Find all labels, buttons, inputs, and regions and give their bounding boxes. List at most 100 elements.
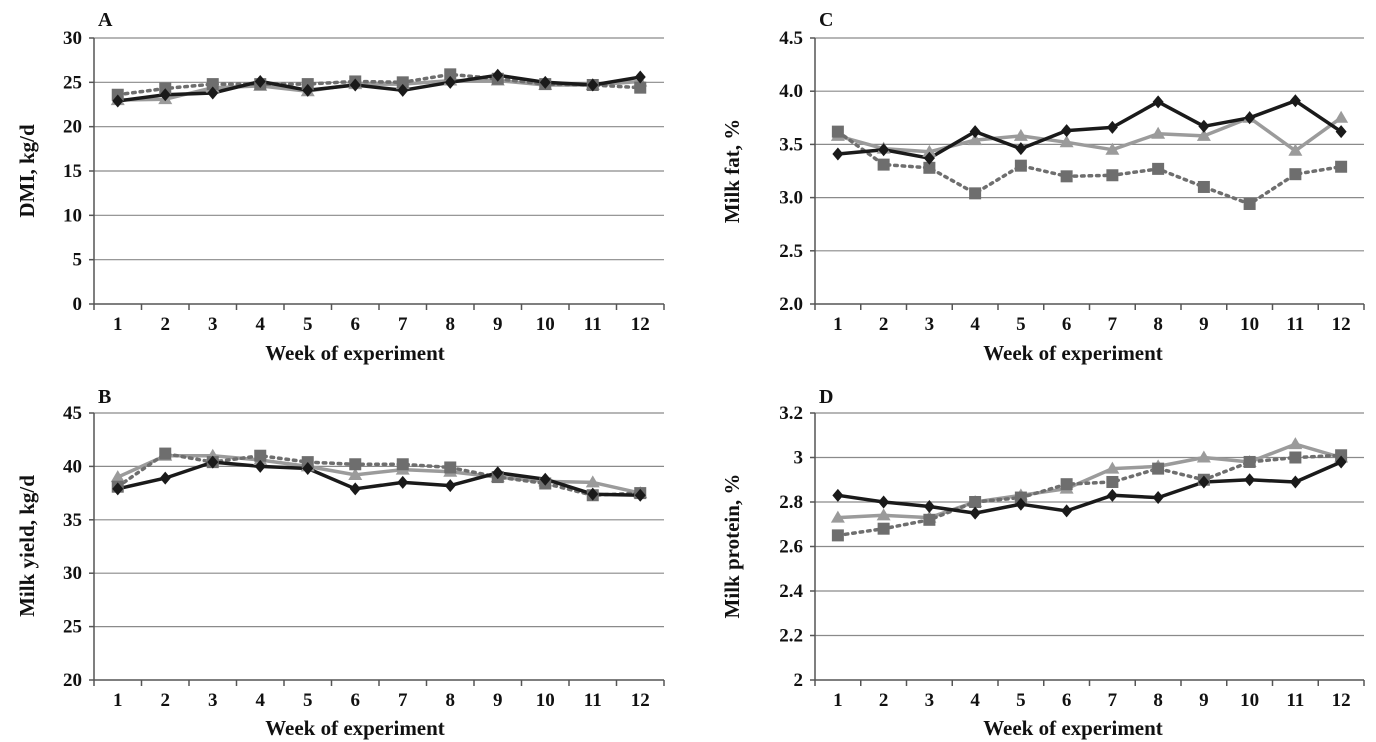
data-point-solid-lightgray-triangle: [1334, 110, 1349, 123]
x-tick-label: 2: [879, 314, 889, 335]
series-line-solid-black-diamond: [837, 99, 1343, 160]
y-tick-label: 40: [63, 456, 82, 477]
series-line-solid-black-diamond: [117, 73, 641, 103]
y-tick-label: 3: [794, 448, 804, 469]
data-point-dotted-gray-square: [1014, 159, 1027, 172]
x-tick-label: 7: [1108, 314, 1118, 335]
x-tick-label: 11: [1286, 314, 1304, 335]
data-point-solid-lightgray-triangle: [968, 133, 983, 146]
x-tick-label: 6: [1062, 314, 1072, 335]
x-tick-label: 12: [1332, 314, 1351, 335]
data-point-dotted-gray-square: [1289, 168, 1302, 181]
y-tick-label: 2.5: [779, 241, 803, 262]
x-tick-label: 1: [113, 314, 123, 335]
data-point-dotted-gray-square: [831, 529, 844, 542]
data-point-solid-lightgray-triangle: [348, 467, 363, 480]
data-point-solid-lightgray-triangle: [1196, 450, 1211, 463]
x-tick-label: 2: [879, 690, 889, 711]
data-point-dotted-gray-square: [1014, 491, 1027, 504]
y-tick-label: 20: [63, 670, 82, 691]
panel-label: B: [98, 386, 111, 408]
x-tick-label: 4: [256, 314, 266, 335]
data-point-solid-lightgray-triangle: [1288, 437, 1303, 450]
data-point-solid-lightgray-triangle: [876, 508, 891, 521]
x-tick-label: 8: [446, 690, 456, 711]
data-point-solid-black-diamond: [1335, 455, 1347, 469]
y-tick-label: 4.0: [779, 81, 803, 102]
x-tick-label: 10: [1240, 314, 1259, 335]
x-tick-label: 5: [1016, 314, 1026, 335]
data-point-solid-black-diamond: [1106, 488, 1118, 502]
data-point-solid-black-diamond: [1015, 142, 1027, 156]
y-tick-label: 2.6: [779, 537, 803, 558]
x-tick-label: 7: [1108, 690, 1118, 711]
x-axis-title: Week of experiment: [265, 716, 445, 740]
y-axis-title: DMI, kg/d: [15, 124, 39, 218]
x-tick-label: 1: [113, 690, 123, 711]
data-point-solid-black-diamond: [1152, 491, 1164, 505]
x-tick-label: 4: [256, 690, 266, 711]
data-point-dotted-gray-square: [1152, 162, 1165, 175]
y-tick-label: 2.4: [779, 581, 803, 602]
x-tick-label: 8: [1153, 314, 1163, 335]
data-point-solid-black-diamond: [832, 488, 844, 502]
panel-label: A: [98, 9, 113, 31]
data-point-solid-lightgray-triangle: [1105, 461, 1120, 474]
data-point-solid-black-diamond: [492, 68, 504, 82]
data-point-solid-lightgray-triangle: [1288, 143, 1303, 156]
y-tick-label: 2.0: [779, 294, 803, 315]
data-point-dotted-gray-square: [1335, 160, 1348, 173]
x-tick-label: 12: [631, 690, 650, 711]
x-tick-label: 8: [446, 314, 456, 335]
x-tick-label: 10: [1240, 690, 1259, 711]
y-tick-label: 2.8: [779, 492, 803, 513]
data-point-solid-black-diamond: [634, 488, 646, 502]
x-tick-label: 3: [208, 314, 218, 335]
panel-label: C: [819, 9, 833, 31]
x-tick-label: 1: [833, 314, 843, 335]
series-line-dotted-gray-square: [116, 451, 643, 497]
data-point-dotted-gray-square: [396, 76, 409, 89]
y-tick-label: 30: [63, 563, 82, 584]
x-tick-label: 3: [208, 690, 218, 711]
x-tick-label: 4: [970, 314, 980, 335]
data-point-solid-black-diamond: [207, 86, 219, 100]
data-point-solid-black-diamond: [159, 88, 171, 102]
data-point-solid-black-diamond: [832, 147, 844, 161]
data-point-dotted-gray-square: [1289, 451, 1302, 464]
x-tick-label: 9: [1199, 314, 1209, 335]
x-tick-label: 11: [584, 314, 602, 335]
data-point-solid-black-diamond: [969, 125, 981, 139]
y-tick-label: 45: [63, 403, 82, 424]
series-line-solid-black-diamond: [117, 460, 641, 497]
data-point-solid-lightgray-triangle: [110, 470, 125, 483]
x-tick-label: 8: [1153, 690, 1163, 711]
y-tick-label: 35: [63, 510, 82, 531]
y-tick-label: 25: [63, 617, 82, 638]
data-point-dotted-gray-square: [969, 496, 982, 508]
x-tick-label: 9: [493, 690, 503, 711]
y-tick-label: 2.2: [779, 626, 803, 647]
data-point-solid-black-diamond: [1061, 124, 1073, 138]
data-point-dotted-gray-square: [254, 449, 267, 462]
data-point-dotted-gray-square: [1243, 197, 1256, 210]
x-tick-label: 10: [536, 690, 555, 711]
data-point-solid-black-diamond: [349, 482, 361, 496]
y-tick-label: 25: [63, 72, 82, 93]
series-line-solid-lightgray-triangle: [837, 116, 1343, 154]
x-tick-label: 6: [1062, 690, 1072, 711]
data-point-solid-black-diamond: [587, 78, 599, 92]
data-point-solid-lightgray-triangle: [830, 510, 845, 523]
y-axis-title: Milk fat, %: [720, 119, 744, 223]
series-line-solid-lightgray-triangle: [837, 442, 1342, 520]
y-tick-label: 4.5: [779, 28, 803, 49]
data-point-dotted-gray-square: [877, 522, 890, 535]
x-tick-label: 12: [1332, 690, 1351, 711]
x-tick-label: 4: [970, 690, 980, 711]
data-point-solid-black-diamond: [397, 475, 409, 489]
data-point-solid-black-diamond: [923, 151, 935, 165]
y-tick-label: 30: [63, 28, 82, 49]
data-point-dotted-gray-square: [1060, 478, 1073, 491]
